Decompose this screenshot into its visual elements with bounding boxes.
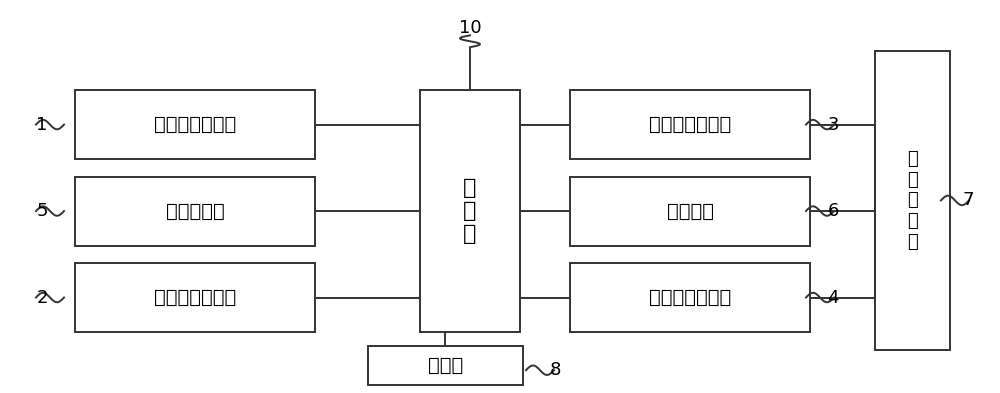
Bar <box>75 177 315 246</box>
Text: 10: 10 <box>459 18 481 37</box>
Text: 第三温度传感器: 第三温度传感器 <box>649 115 731 134</box>
Bar <box>75 90 315 159</box>
Text: 湿度传感器: 湿度传感器 <box>166 202 224 221</box>
Bar <box>570 263 810 332</box>
Bar <box>570 177 810 246</box>
Text: 8: 8 <box>549 361 561 379</box>
Bar <box>368 346 523 385</box>
Text: 6: 6 <box>827 202 839 220</box>
Text: 3: 3 <box>827 116 839 134</box>
Text: 第二温度传感器: 第二温度传感器 <box>154 288 236 307</box>
Text: 4: 4 <box>827 288 839 307</box>
Text: 存储器: 存储器 <box>428 356 463 375</box>
Text: 透
明
导
电
膜: 透 明 导 电 膜 <box>907 150 918 251</box>
Text: 单
片
机: 单 片 机 <box>463 178 477 244</box>
Bar <box>420 90 520 332</box>
Text: 7: 7 <box>962 191 974 209</box>
Bar <box>875 51 950 350</box>
Bar <box>570 90 810 159</box>
Text: 第一温度传感器: 第一温度传感器 <box>154 115 236 134</box>
Text: 1: 1 <box>36 116 48 134</box>
Bar <box>75 263 315 332</box>
Text: 5: 5 <box>36 202 48 220</box>
Text: 第四温度传感器: 第四温度传感器 <box>649 288 731 307</box>
Text: 2: 2 <box>36 288 48 307</box>
Text: 控制开关: 控制开关 <box>666 202 714 221</box>
